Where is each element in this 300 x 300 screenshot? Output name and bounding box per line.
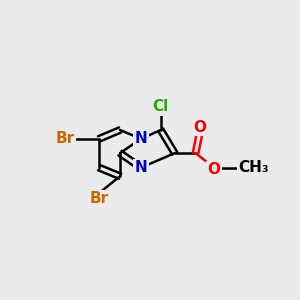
Text: N: N	[135, 160, 147, 175]
Text: Cl: Cl	[153, 99, 169, 114]
Text: O: O	[208, 163, 221, 178]
Text: CH₃: CH₃	[238, 160, 269, 175]
Text: Br: Br	[90, 191, 109, 206]
Text: O: O	[194, 120, 207, 135]
Text: N: N	[135, 131, 147, 146]
Text: Br: Br	[56, 131, 75, 146]
